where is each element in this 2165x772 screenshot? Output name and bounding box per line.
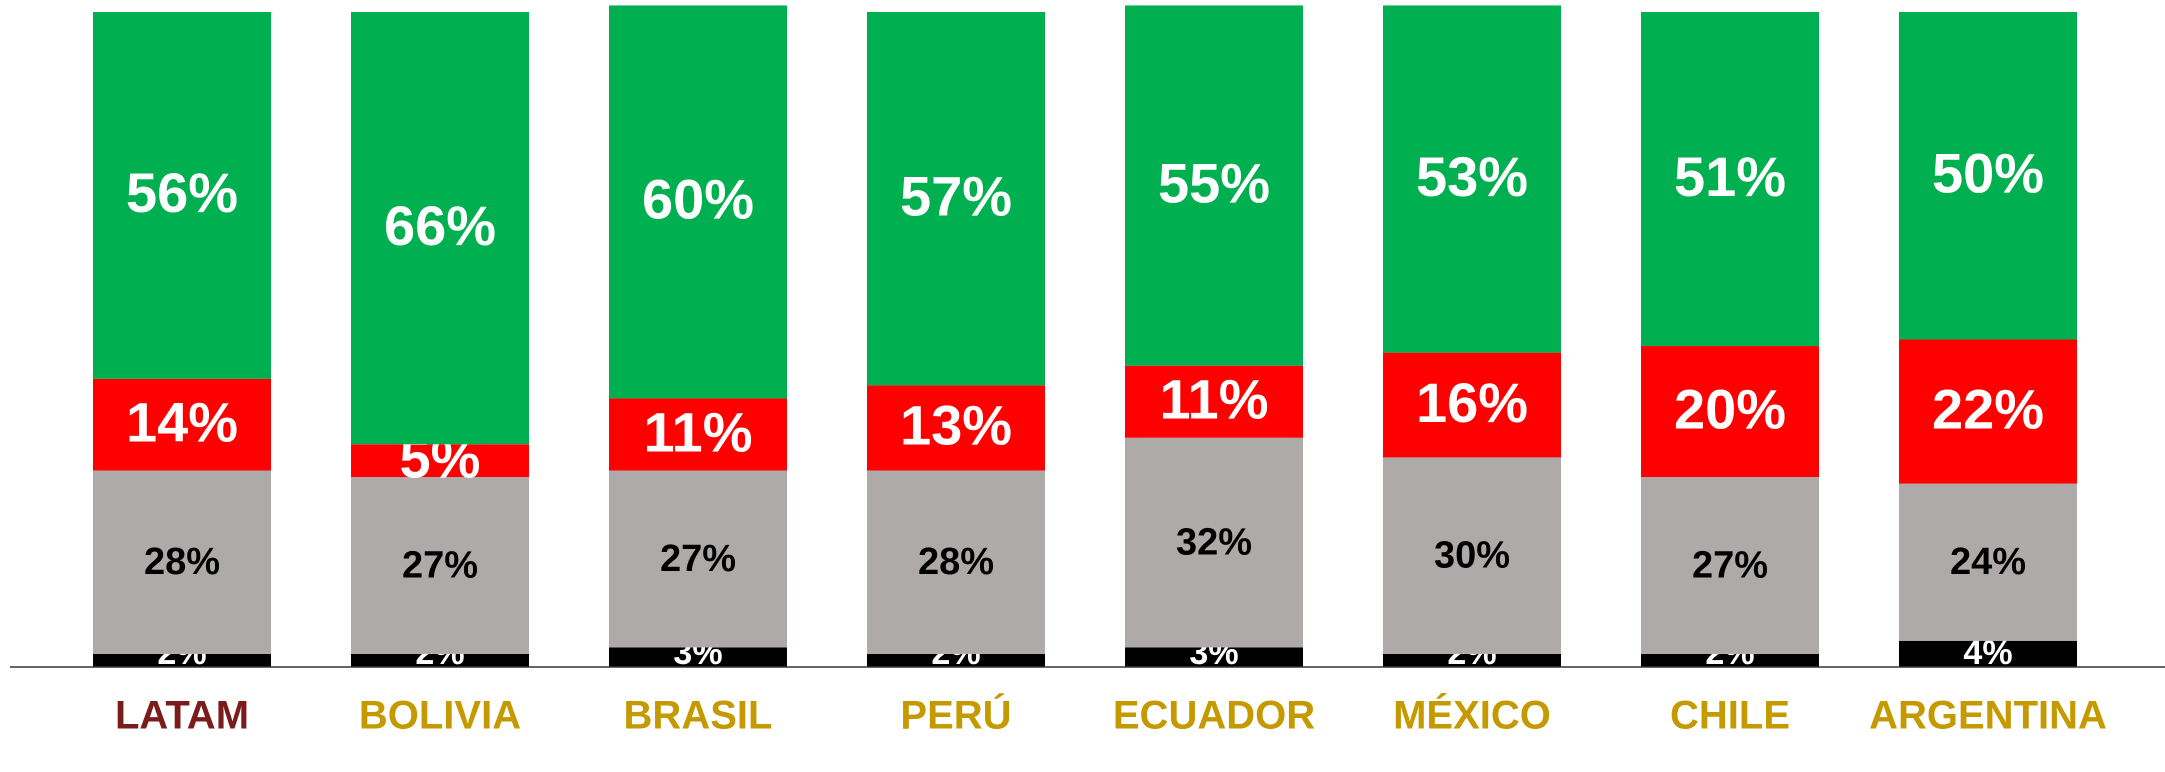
bar-segment — [609, 647, 787, 667]
data-label: 11% — [1160, 368, 1269, 431]
bar-segment — [93, 378, 271, 471]
data-label: 66% — [384, 194, 496, 257]
bar-segment — [867, 470, 1045, 654]
bar-segment — [351, 12, 529, 445]
data-label: 30% — [1434, 535, 1510, 577]
data-label: 24% — [1950, 541, 2026, 583]
bar-segment — [867, 12, 1045, 386]
bar-segment — [1899, 339, 2077, 484]
bar-segment — [1641, 653, 1819, 667]
x-tick-label: LATAM — [115, 694, 249, 738]
bar-segment — [1641, 477, 1819, 654]
bar-segment — [1383, 653, 1561, 667]
bar-segment — [867, 653, 1045, 667]
bar-segment — [609, 398, 787, 471]
bar-segment — [1383, 352, 1561, 458]
data-label: 28% — [918, 541, 994, 583]
bar-segment — [1899, 483, 2077, 641]
bar-segment — [1125, 647, 1303, 667]
x-tick-label: PERÚ — [900, 692, 1011, 738]
data-label: 27% — [402, 545, 478, 587]
x-tick-label: MÉXICO — [1393, 693, 1551, 738]
bar-segment — [1383, 457, 1561, 654]
data-label: 14% — [126, 390, 238, 453]
bar-segment — [867, 385, 1045, 471]
bar-segment — [609, 470, 787, 648]
bar-segment — [1383, 5, 1561, 353]
x-tick-label: ECUADOR — [1113, 694, 1315, 738]
data-label: 55% — [1158, 151, 1270, 214]
bar-segment — [351, 653, 529, 667]
bar-segment — [93, 12, 271, 379]
bar-segment — [351, 477, 529, 654]
data-label: 13% — [900, 394, 1012, 457]
data-label: 51% — [1674, 145, 1786, 208]
bar-segment — [609, 5, 787, 399]
bar-segment — [93, 470, 271, 654]
bar-segment — [1125, 365, 1303, 438]
data-label: 60% — [642, 168, 754, 231]
data-label: 27% — [1692, 545, 1768, 587]
bar-segment — [1899, 640, 2077, 667]
bar-segment — [1125, 437, 1303, 648]
data-label: 28% — [144, 541, 220, 583]
data-label: 16% — [1416, 371, 1528, 434]
bar-segment — [1125, 5, 1303, 366]
x-tick-label: ARGENTINA — [1869, 694, 2107, 738]
data-label: 20% — [1674, 377, 1786, 440]
data-label: 57% — [900, 164, 1012, 227]
bar-segment — [1641, 12, 1819, 347]
data-label: 32% — [1176, 522, 1252, 564]
x-tick-label: BOLIVIA — [359, 694, 521, 738]
bar-segment — [1641, 346, 1819, 478]
x-tick-label: BRASIL — [624, 694, 773, 738]
data-label: 50% — [1932, 142, 2044, 205]
data-label: 53% — [1416, 145, 1528, 208]
x-tick-label: CHILE — [1670, 694, 1790, 738]
bar-segment — [1899, 12, 2077, 340]
data-label: 22% — [1932, 377, 2044, 440]
bar-segment — [351, 444, 529, 478]
data-label: 56% — [126, 161, 238, 224]
data-label: 11% — [644, 400, 753, 463]
data-label: 27% — [660, 538, 736, 580]
bar-segment — [93, 653, 271, 667]
